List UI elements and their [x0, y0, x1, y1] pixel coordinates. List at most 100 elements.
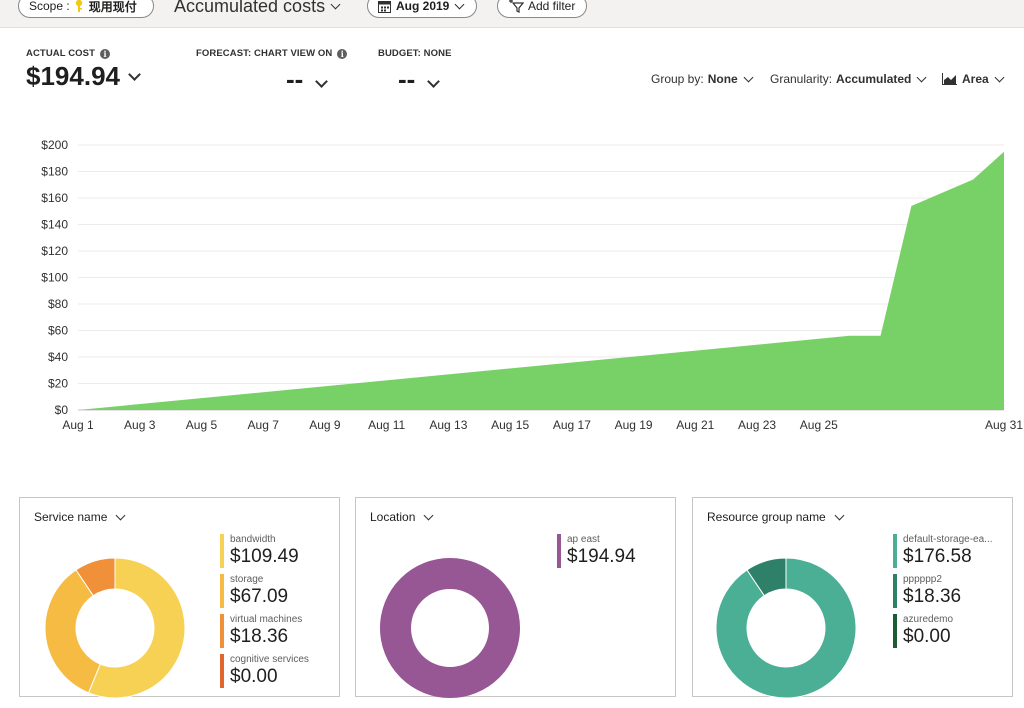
x-tick-label: Aug 3 [124, 418, 156, 432]
granularity-dropdown[interactable]: Granularity: Accumulated [770, 72, 927, 86]
location-dropdown[interactable]: Location [370, 510, 434, 524]
legend-color-swatch [220, 614, 224, 648]
x-tick-label: Aug 17 [553, 418, 591, 432]
legend-item-name: bandwidth [230, 534, 276, 545]
y-tick-label: $120 [41, 244, 68, 258]
x-tick-label: Aug 13 [429, 418, 467, 432]
key-icon [75, 0, 82, 12]
x-tick-label: Aug 21 [676, 418, 714, 432]
budget-value[interactable]: -- [398, 64, 441, 95]
x-tick-label: Aug 7 [248, 418, 280, 432]
legend-item-value: $109.49 [230, 546, 299, 567]
legend-item-name: storage [230, 574, 264, 585]
service-name-donut [44, 557, 186, 699]
x-tick-label: Aug 19 [615, 418, 653, 432]
legend-item-name: azuredemo [903, 614, 954, 625]
y-tick-label: $0 [55, 403, 69, 417]
date-range-value: Aug 2019 [396, 0, 450, 13]
forecast-value[interactable]: -- [286, 64, 329, 95]
legend-color-swatch [220, 654, 224, 688]
resource-group-card: Resource group name default-storage-ea..… [692, 497, 1013, 699]
y-tick-label: $80 [48, 297, 68, 311]
chevron-down-icon [834, 510, 845, 520]
actual-cost-label: ACTUAL COST i [26, 48, 111, 59]
y-tick-label: $200 [41, 138, 68, 152]
legend-item-value: $67.09 [230, 586, 289, 607]
area-series[interactable] [78, 151, 1004, 410]
scope-value: 现用现付 [88, 0, 137, 14]
budget-label: BUDGET: NONE [378, 48, 452, 59]
chevron-down-icon [743, 72, 754, 82]
resource-group-dropdown[interactable]: Resource group name [707, 510, 845, 524]
group-by-dropdown[interactable]: Group by: None [651, 72, 754, 86]
service-name-card: Service name bandwidth $109.49 storage $67.… [19, 497, 340, 699]
legend-item[interactable]: ap east $194.94 [557, 534, 636, 568]
legend-color-swatch [557, 534, 561, 568]
info-icon[interactable]: i [337, 48, 348, 59]
chevron-down-icon [315, 75, 329, 88]
x-tick-label: Aug 9 [309, 418, 341, 432]
chevron-down-icon [427, 75, 441, 88]
legend-item-name: virtual machines [230, 614, 303, 625]
legend-item-value: $18.36 [230, 626, 289, 647]
view-title: Accumulated costs [174, 0, 326, 16]
legend-item-value: $18.36 [903, 586, 962, 607]
chevron-down-icon [330, 0, 341, 10]
date-range-button[interactable]: Aug 2019 [367, 0, 477, 18]
legend-color-swatch [220, 574, 224, 608]
resource-group-donut [715, 557, 857, 699]
location-card: Location ap east $194.94 [355, 497, 676, 698]
x-tick-label: Aug 1 [62, 418, 94, 432]
legend-item-name: default-storage-ea... [903, 534, 993, 545]
legend-item[interactable]: pppppp2 $18.36 [893, 574, 961, 608]
legend-item[interactable]: azuredemo $0.00 [893, 614, 953, 648]
legend-item-value: $176.58 [903, 546, 972, 567]
forecast-label: FORECAST: CHART VIEW ON i [196, 48, 348, 59]
legend-item-name: cognitive services [230, 654, 309, 665]
service-name-dropdown[interactable]: Service name [34, 510, 126, 524]
x-tick-label: Aug 25 [800, 418, 838, 432]
legend-item-name: ap east [567, 534, 600, 545]
y-tick-label: $20 [48, 377, 68, 391]
legend-item[interactable]: bandwidth $109.49 [220, 534, 299, 568]
location-donut [380, 558, 520, 698]
legend-item[interactable]: virtual machines $18.36 [220, 614, 302, 648]
chevron-down-icon [916, 72, 927, 82]
donut-slice[interactable] [715, 557, 857, 699]
info-icon[interactable]: i [100, 48, 111, 59]
legend-color-swatch [893, 614, 897, 648]
donut-slice[interactable] [746, 557, 787, 597]
chevron-down-icon [128, 68, 141, 81]
chart-type-dropdown[interactable]: Area [942, 72, 1005, 86]
x-tick-label: Aug 23 [738, 418, 776, 432]
y-tick-label: $140 [41, 218, 68, 232]
x-tick-label: Aug 31 [985, 418, 1023, 432]
legend-item[interactable]: cognitive services $0.00 [220, 654, 309, 688]
toolbar: Scope : 现用现付 Accumulated costs Aug 2019 … [0, 0, 1024, 28]
legend-item[interactable]: storage $67.09 [220, 574, 288, 608]
chevron-down-icon [423, 510, 434, 520]
y-tick-label: $40 [48, 350, 68, 364]
accumulated-cost-area-chart: $0 $20 $40 $60 $80 $100 $120 $140 $160 $180 $200 A… [41, 138, 1023, 432]
legend-color-swatch [220, 534, 224, 568]
y-tick-label: $100 [41, 271, 68, 285]
scope-button[interactable]: Scope : 现用现付 [18, 0, 154, 18]
x-tick-label: Aug 5 [186, 418, 218, 432]
donut-slice[interactable] [44, 569, 101, 694]
view-selector[interactable]: Accumulated costs [174, 0, 341, 17]
add-filter-button[interactable]: Add filter [497, 0, 587, 18]
area-chart-icon [942, 73, 957, 85]
actual-cost-value[interactable]: $194.94 [26, 61, 141, 92]
donut-slice[interactable] [75, 557, 116, 597]
y-tick-label: $60 [48, 324, 68, 338]
y-tick-label: $160 [41, 191, 68, 205]
add-filter-label: Add filter [528, 0, 576, 13]
donut-slice[interactable] [380, 558, 520, 698]
legend-item-value: $0.00 [903, 626, 951, 647]
legend-item-value: $194.94 [567, 546, 636, 567]
legend-item[interactable]: default-storage-ea... $176.58 [893, 534, 993, 568]
chevron-down-icon [994, 72, 1005, 82]
scope-label: Scope : [29, 0, 70, 13]
legend-color-swatch [893, 574, 897, 608]
calendar-icon [378, 0, 391, 13]
